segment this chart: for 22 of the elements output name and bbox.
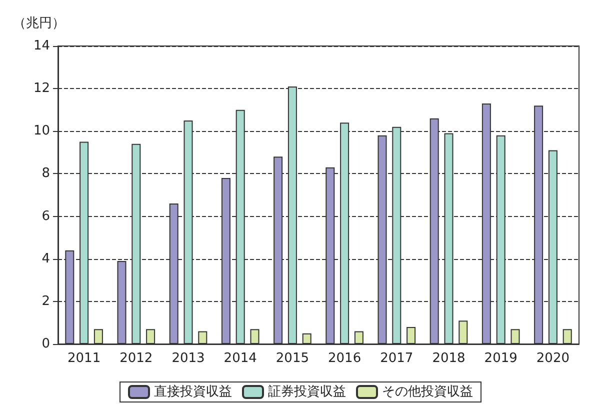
legend-label: その他投資収益 <box>382 384 473 400</box>
y-tick-label: 4 <box>42 251 50 266</box>
y-tick-label: 2 <box>42 294 50 309</box>
x-tick-label: 2013 <box>172 351 205 366</box>
y-tick-label: 6 <box>42 208 50 224</box>
legend-label: 直接投資収益 <box>154 384 232 400</box>
y-tick-label: 8 <box>42 166 50 182</box>
y-tick-label: 12 <box>33 81 50 96</box>
x-tick-label: 2014 <box>224 351 257 366</box>
x-tick-label: 2012 <box>120 351 153 366</box>
y-tick-label: 10 <box>33 124 50 139</box>
x-tick-label: 2019 <box>484 351 518 366</box>
x-tick-label: 2016 <box>328 351 362 366</box>
x-tick-label: 2018 <box>432 351 466 366</box>
y-tick-label: 0 <box>42 336 50 352</box>
x-tick-label: 2015 <box>276 351 309 366</box>
x-tick-label: 2011 <box>68 351 101 366</box>
y-axis-title: （兆円） <box>13 16 65 31</box>
x-tick-label: 2020 <box>536 351 570 366</box>
legend-label: 証券投資収益 <box>268 384 346 400</box>
y-tick-label: 14 <box>33 38 50 54</box>
x-tick-label: 2017 <box>380 351 414 366</box>
